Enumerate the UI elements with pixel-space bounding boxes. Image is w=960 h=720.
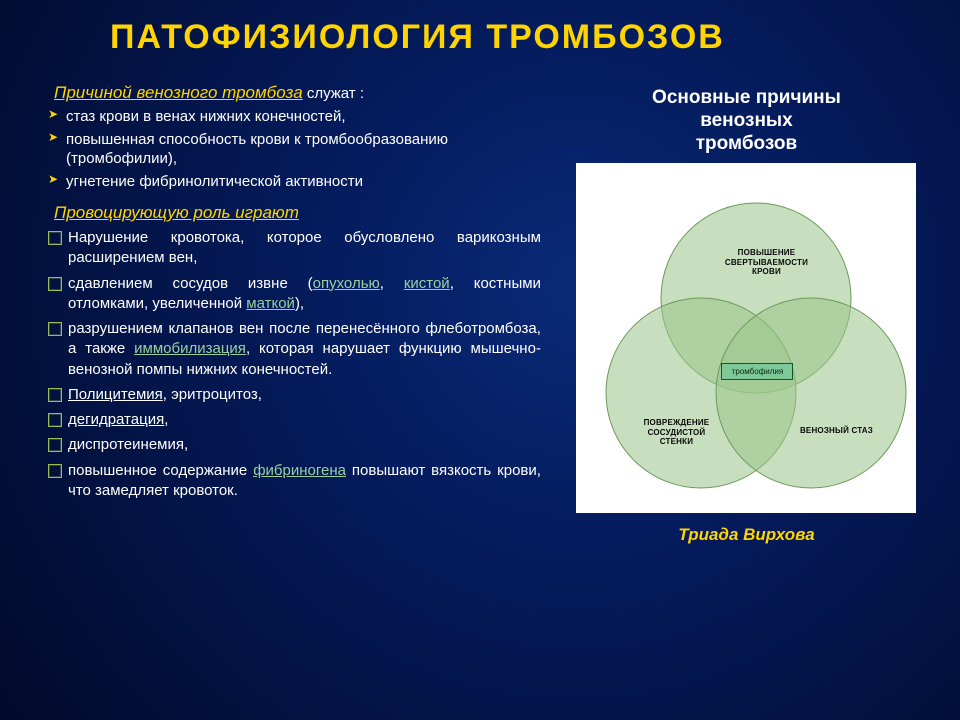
virchow-caption: Триада Вирхова xyxy=(561,525,932,545)
venn-center-chip: тромбофилия xyxy=(721,363,793,380)
left-column: Причиной венозного тромбоза служат : ста… xyxy=(40,83,541,545)
prov-list: Нарушение кровотока, которое обусловлено… xyxy=(40,228,541,501)
cause-lead-rest: служат : xyxy=(303,85,364,102)
right-column: Основные причины венозных тромбозов ПОВЫ… xyxy=(561,83,932,545)
venn-label-top: ПОВЫШЕНИЕСВЕРТЫВАЕМОСТИКРОВИ xyxy=(721,248,811,276)
cause-lead: Причиной венозного тромбоза служат : xyxy=(54,83,541,103)
slide: ПАТОФИЗИОЛОГИЯ ТРОМБОЗОВ Причиной венозн… xyxy=(0,0,960,720)
prov-item: повышенное содержание фибриногена повыша… xyxy=(46,461,541,502)
prov-title: Провоцирующую роль играют xyxy=(54,203,541,223)
prov-item: сдавлением сосудов извне (опухолью, кист… xyxy=(46,274,541,315)
venn-svg xyxy=(576,163,916,513)
prov-item: диспротеинемия, xyxy=(46,435,541,455)
cause-item: угнетение фибринолитической активности xyxy=(48,172,541,192)
venn-heading-l1: Основные причины xyxy=(652,87,841,108)
prov-item: дегидратация, xyxy=(46,410,541,430)
venn-diagram: ПОВЫШЕНИЕСВЕРТЫВАЕМОСТИКРОВИ ПОВРЕЖДЕНИЕ… xyxy=(576,163,916,513)
prov-item: Полицитемия, эритроцитоз, xyxy=(46,385,541,405)
venn-label-left: ПОВРЕЖДЕНИЕСОСУДИСТОЙСТЕНКИ xyxy=(636,418,716,446)
cause-lead-underlined: Причиной венозного тромбоза xyxy=(54,83,303,102)
prov-item: разрушением клапанов вен после перенесён… xyxy=(46,319,541,380)
prov-item: Нарушение кровотока, которое обусловлено… xyxy=(46,228,541,269)
venn-heading: Основные причины венозных тромбозов xyxy=(561,87,932,155)
causes-list: стаз крови в венах нижних конечностей, п… xyxy=(40,107,541,191)
cause-item: стаз крови в венах нижних конечностей, xyxy=(48,107,541,127)
slide-title: ПАТОФИЗИОЛОГИЯ ТРОМБОЗОВ xyxy=(110,18,932,57)
venn-heading-l3: тромбозов xyxy=(696,133,797,154)
columns: Причиной венозного тромбоза служат : ста… xyxy=(40,83,932,545)
venn-heading-l2: венозных xyxy=(700,110,793,131)
cause-item: повышенная способность крови к тромбообр… xyxy=(48,130,541,169)
venn-label-right: ВЕНОЗНЫЙ СТАЗ xyxy=(791,426,881,435)
